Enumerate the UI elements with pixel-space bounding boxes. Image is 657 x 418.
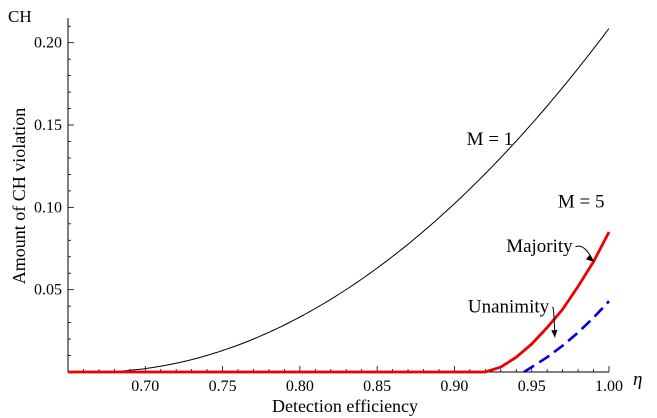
- majority-label: Majority: [506, 236, 573, 257]
- y-axis-symbol: CH: [8, 7, 32, 26]
- x-axis-symbol: η: [633, 369, 642, 390]
- y-tick-label: 0.20: [34, 35, 62, 52]
- unanimity-label: Unanimity: [468, 297, 550, 318]
- y-axis-label: Amount of CH violation: [9, 108, 29, 285]
- unanimity-curve: [523, 300, 610, 374]
- arrowhead: [585, 254, 594, 262]
- axes: [67, 18, 609, 373]
- annotation-arrow: [575, 245, 594, 262]
- majority-curve: [68, 231, 611, 374]
- y-tick-label: 0.15: [34, 117, 62, 134]
- x-tick-label: 0.90: [440, 378, 468, 395]
- m5-label: M = 5: [558, 191, 605, 212]
- x-tick-label: 0.70: [131, 378, 159, 395]
- m1-label: M = 1: [467, 129, 514, 150]
- m1-curve: [68, 28, 610, 373]
- y-tick-label: 0.05: [34, 282, 62, 299]
- x-axis-label: Detection efficiency: [272, 396, 418, 416]
- x-tick-label: 0.80: [286, 378, 314, 395]
- x-tick-label: 0.95: [518, 378, 546, 395]
- annotations: M = 1 M = 5 Majority Unanimity: [467, 129, 605, 338]
- ticks: 0.70 0.75 0.80 0.85 0.90 0.95 1.00 0.05 0.10 0.15…: [34, 25, 623, 395]
- arrowhead: [551, 329, 558, 338]
- y-tick-label: 0.10: [34, 199, 62, 216]
- x-tick-label: 0.75: [209, 378, 237, 395]
- x-tick-label: 1.00: [595, 378, 623, 395]
- x-tick-label: 0.85: [363, 378, 391, 395]
- series: [68, 28, 611, 374]
